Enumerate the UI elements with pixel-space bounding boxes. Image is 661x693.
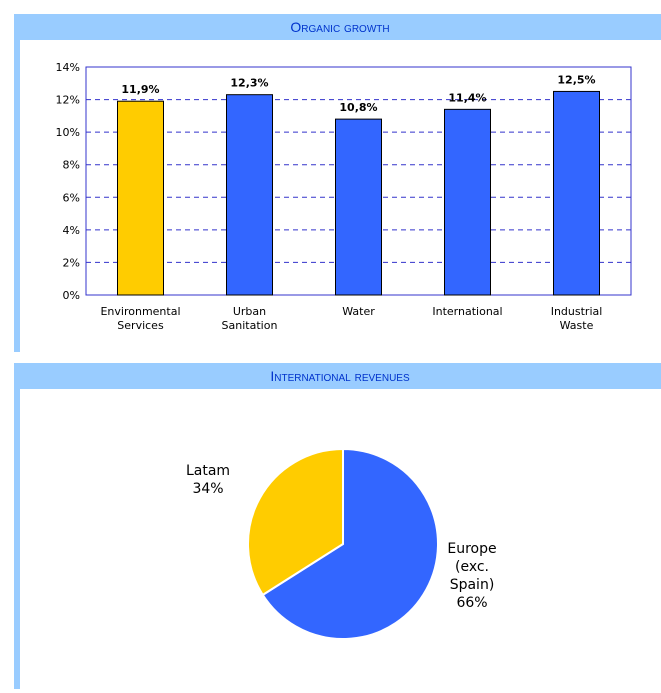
- data-label: 66%: [456, 595, 487, 611]
- header-bar: [14, 14, 661, 40]
- slice-label: Latam: [186, 463, 230, 479]
- y-tick-label: 10%: [56, 126, 80, 139]
- chart-title: Organic growth: [290, 19, 389, 35]
- bar: [226, 94, 273, 296]
- y-tick-label: 2%: [63, 256, 80, 269]
- y-tick-label: 0%: [63, 289, 80, 302]
- header-bar: [14, 363, 661, 389]
- data-label: 11,9%: [121, 83, 159, 96]
- x-tick-label: Water: [342, 305, 375, 318]
- data-label: 12,3%: [230, 77, 268, 90]
- x-tick-label: Industrial Waste: [551, 305, 603, 332]
- bar: [553, 90, 600, 296]
- chart-title: International revenues: [270, 368, 410, 384]
- data-label: 11,4%: [448, 91, 486, 104]
- bar: [117, 100, 164, 296]
- y-tick-label: 6%: [63, 191, 80, 204]
- pie-slice: [261, 447, 439, 640]
- data-label: 12,5%: [557, 73, 595, 86]
- left-border: [14, 389, 20, 689]
- bar: [444, 108, 491, 296]
- y-tick-label: 4%: [63, 224, 80, 237]
- x-tick-label: Environmental Services: [100, 305, 180, 332]
- y-tick-label: 14%: [56, 61, 80, 74]
- y-tick-label: 8%: [63, 159, 80, 172]
- y-tick-label: 12%: [56, 94, 80, 107]
- data-label: 34%: [192, 481, 223, 497]
- bar: [335, 118, 382, 296]
- x-tick-label: Urban Sanitation: [222, 305, 278, 332]
- x-tick-label: International: [432, 305, 502, 318]
- pie-slice: [247, 447, 344, 597]
- slice-label: Europe (exc. Spain): [447, 541, 496, 593]
- data-label: 10,8%: [339, 101, 377, 114]
- left-border: [14, 40, 20, 352]
